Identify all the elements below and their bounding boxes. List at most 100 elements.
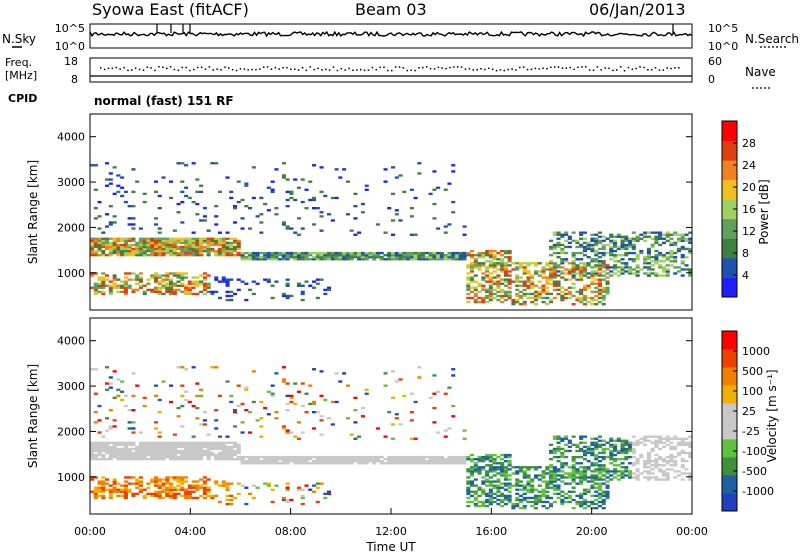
power-cell-734 [285, 225, 290, 228]
velocity-cell-1020 [462, 458, 467, 461]
nave-dot-105 [507, 68, 509, 71]
power-cell-133 [116, 184, 121, 187]
power-cell-1665 [631, 272, 636, 275]
velocity-cell-1433 [575, 462, 580, 465]
velocity-cell-996 [447, 462, 452, 465]
power-cell-340 [165, 243, 170, 247]
power-cell-1166 [500, 262, 505, 265]
power-cell-309 [157, 207, 162, 210]
velocity-cell-132 [116, 394, 121, 398]
velocity-cell-11 [90, 441, 95, 444]
power-cell-288 [154, 190, 159, 194]
power-cell-1185 [503, 256, 508, 259]
velocity-cell-535 [210, 496, 215, 500]
velocity-cell-1365 [560, 498, 565, 502]
velocity-cell-985 [436, 390, 441, 393]
velocity-cell-1251 [526, 482, 531, 485]
power-cell-1438 [579, 300, 584, 304]
power-cell-1552 [597, 251, 602, 255]
power-cell-1244 [522, 266, 527, 269]
power-cell-1797 [680, 274, 685, 277]
power-cell-798 [315, 282, 320, 285]
power-cell-1441 [579, 292, 584, 296]
velocity-cell-1701 [643, 435, 648, 438]
velocity-cell-1618 [613, 439, 618, 442]
power-cell-1815 [684, 233, 689, 236]
power-cell-558 [217, 296, 222, 300]
velocity-cell-685 [266, 484, 271, 487]
power-cell-104 [112, 282, 117, 285]
power-cell-273 [154, 278, 159, 281]
power-cell-1506 [590, 249, 595, 253]
velocity-cell-151 [123, 494, 128, 498]
power-cell-1239 [522, 282, 527, 285]
power-cell-936 [406, 258, 411, 261]
nave-dot-41 [259, 68, 261, 70]
power-cell-1737 [658, 274, 663, 277]
velocity-cell-1005 [451, 455, 456, 459]
power-cell-1427 [575, 290, 580, 294]
velocity-cell-760 [296, 437, 301, 440]
velocity-cell-1120 [488, 468, 493, 471]
power-cell-1484 [586, 276, 591, 279]
power-cell-438 [187, 288, 192, 292]
velocity-cell-1057 [473, 490, 478, 493]
velocity-cell-1600 [609, 451, 614, 455]
power-cell-197 [131, 223, 136, 226]
nave-dot-62 [340, 68, 343, 70]
velocity-cell-541 [210, 443, 215, 447]
velocity-cell-1460 [582, 502, 587, 506]
nave-dot-137 [631, 68, 634, 71]
velocity-cell-688 [266, 460, 271, 463]
velocity-cell-705 [274, 458, 279, 461]
velocity-cell-61 [101, 449, 106, 453]
velocity-cell-1699 [643, 439, 648, 442]
nave-dot-91 [453, 66, 455, 68]
power-cell-1657 [628, 266, 633, 269]
power-cell-978 [432, 188, 437, 191]
power-cell-1763 [665, 258, 670, 261]
velocity-cell-1613 [613, 453, 618, 457]
power-cell-932 [402, 256, 407, 259]
velocity-cell-1795 [676, 441, 681, 444]
velocity-cell-1797 [680, 478, 685, 481]
power-cell-1371 [560, 266, 565, 269]
nave-dot-32 [224, 66, 226, 68]
power-cell-893 [375, 256, 380, 259]
power-cell-1505 [590, 258, 595, 261]
velocity-cell-789 [312, 462, 317, 465]
power-cell-139 [120, 254, 125, 257]
power-cell-1704 [646, 268, 651, 271]
velocity-cell-601 [229, 494, 234, 498]
velocity-cell-175 [127, 455, 132, 459]
power-cell-1688 [639, 251, 644, 255]
power-cell-152 [123, 288, 128, 292]
velocity-cell-1313 [549, 486, 554, 489]
power-cell-1340 [552, 251, 557, 255]
power-cell-1083 [481, 284, 486, 287]
velocity-cell-1785 [673, 455, 678, 459]
power-cell-1627 [616, 233, 621, 236]
velocity-cell-709 [274, 372, 279, 375]
velocity-cell-665 [251, 370, 256, 373]
power-cell-1040 [470, 286, 475, 289]
velocity-cell-164 [123, 447, 128, 451]
velocity-cell-605 [229, 453, 234, 457]
velocity-cell-1619 [616, 478, 621, 481]
velocity-cell-905 [387, 462, 392, 465]
power-cell-1572 [601, 254, 606, 257]
nave-dot-71 [375, 68, 377, 71]
power-cell-1543 [597, 278, 602, 281]
cpid-text: normal (fast) 151 RF [94, 94, 234, 108]
nave-dot-133 [616, 69, 618, 71]
power-cell-620 [233, 237, 238, 240]
power-cell-1212 [515, 294, 520, 298]
power-cell-878 [360, 211, 365, 214]
power-cell-71 [105, 247, 110, 251]
power-cell-594 [225, 243, 230, 247]
power-cell-1242 [522, 270, 527, 273]
power-cell-375 [172, 245, 177, 249]
power-cell-884 [364, 188, 369, 191]
velocity-cell-313 [161, 488, 166, 491]
velocity-cell-418 [184, 494, 189, 498]
